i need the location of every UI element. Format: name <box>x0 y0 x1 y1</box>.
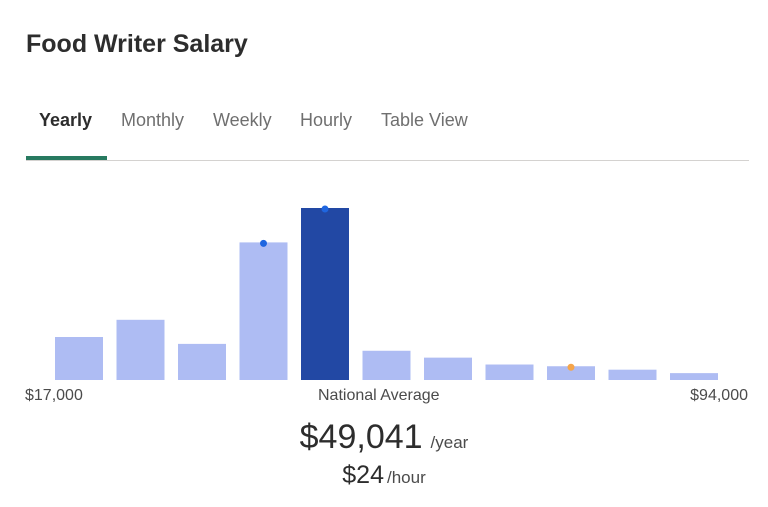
histogram-bar <box>116 319 165 380</box>
histogram-marker <box>567 363 575 371</box>
average-hourly-unit: /hour <box>386 468 426 487</box>
axis-max-label: $94,000 <box>690 387 748 404</box>
national-average-label: National Average <box>318 387 440 404</box>
histogram-bar <box>55 337 103 380</box>
histogram-marker <box>321 205 329 213</box>
average-salary: $49,041/year <box>0 418 768 457</box>
histogram-bar <box>424 357 472 380</box>
tab-yearly[interactable]: Yearly <box>39 110 93 130</box>
average-hourly-amount: $24 <box>342 461 384 489</box>
tab-weekly[interactable]: Weekly <box>213 110 272 130</box>
page-title: Food Writer Salary <box>26 30 248 58</box>
histogram-bar <box>239 242 288 380</box>
salary-histogram <box>26 190 749 382</box>
histogram-bar <box>670 373 718 380</box>
histogram-svg <box>55 205 718 380</box>
average-salary-amount: $49,041 <box>299 418 423 456</box>
tabs-divider <box>26 160 749 161</box>
period-tabs: Yearly Monthly Weekly Hourly Table View <box>26 110 749 162</box>
histogram-marker <box>260 239 267 247</box>
axis-min-label: $17,000 <box>25 387 83 404</box>
tab-table-view[interactable]: Table View <box>381 110 468 130</box>
histogram-bar <box>178 343 226 380</box>
histogram-bar <box>547 366 595 380</box>
histogram-bar <box>608 369 657 380</box>
histogram-bar <box>301 208 349 380</box>
histogram-bar <box>485 364 534 380</box>
average-hourly: $24/hour <box>0 461 768 490</box>
tab-monthly[interactable]: Monthly <box>121 110 185 130</box>
histogram-bar <box>362 350 411 380</box>
average-salary-unit: /year <box>430 433 469 452</box>
tab-hourly[interactable]: Hourly <box>300 110 353 130</box>
active-tab-indicator <box>26 156 107 161</box>
